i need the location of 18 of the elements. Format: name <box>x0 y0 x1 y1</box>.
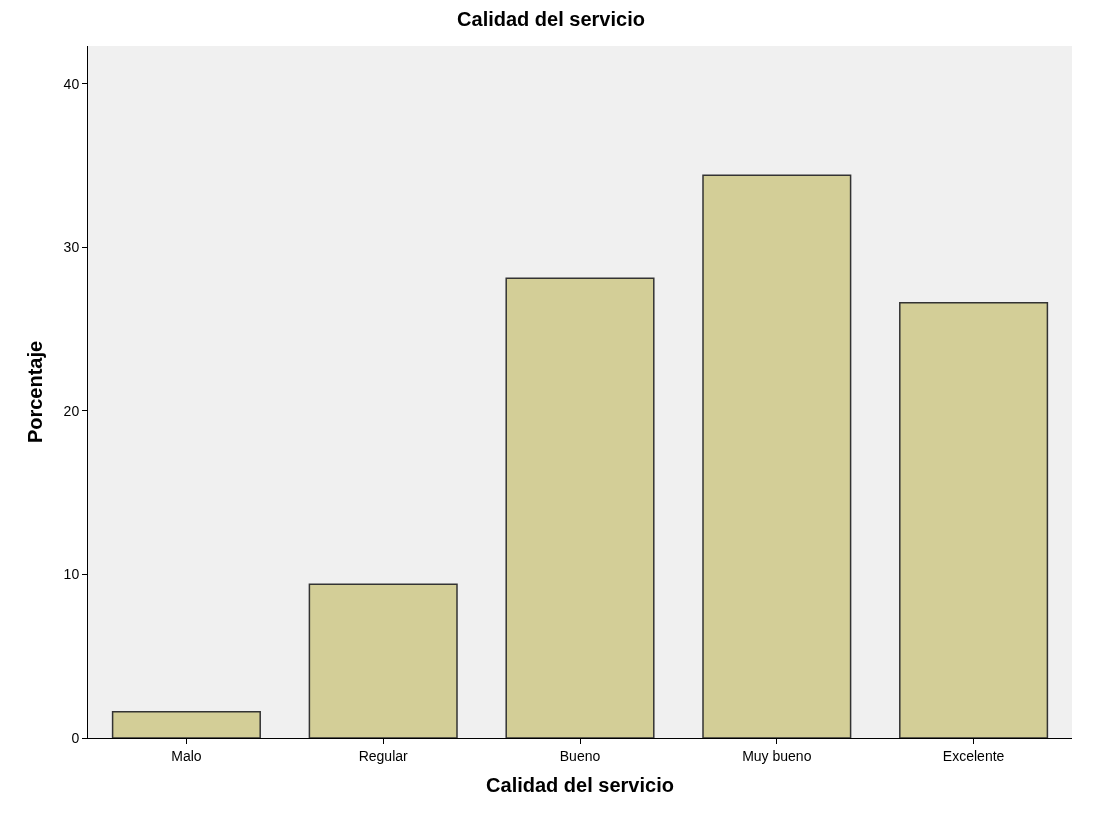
x-tick-label: Bueno <box>559 747 601 764</box>
x-tick-label: Regular <box>358 747 409 764</box>
x-tick-label: Malo <box>171 747 202 764</box>
y-axis-title: Porcentaje <box>24 340 47 444</box>
y-tick-label: 40 <box>63 75 80 92</box>
x-tick-label: Muy bueno <box>742 747 812 764</box>
y-tick-label: 30 <box>63 239 80 256</box>
y-tick-label: 20 <box>63 402 80 419</box>
y-tick-label: 10 <box>63 566 80 583</box>
bar <box>702 174 852 738</box>
bar <box>505 277 655 738</box>
x-axis-title: Calidad del servicio <box>486 774 674 797</box>
y-tick-label: 0 <box>71 729 80 746</box>
bar <box>899 302 1049 738</box>
x-tick-label: Excelente <box>942 747 1005 764</box>
chart-title: Calidad del servicio <box>457 8 645 31</box>
bar <box>308 583 458 738</box>
bar <box>111 711 261 738</box>
